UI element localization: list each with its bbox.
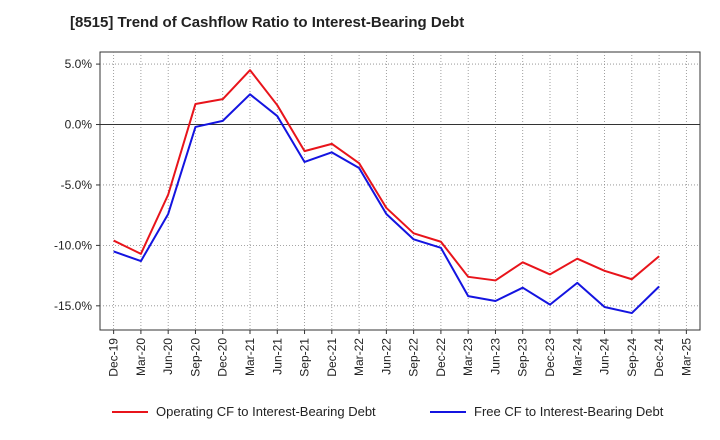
x-tick-label: Mar-24: [570, 338, 584, 376]
x-tick-label: Sep-20: [188, 338, 202, 377]
x-tick-label: Dec-23: [543, 338, 557, 377]
x-tick-label: Mar-22: [352, 338, 366, 376]
x-tick-label: Dec-19: [107, 338, 121, 377]
y-tick-label: -15.0%: [54, 299, 92, 313]
x-tick-label: Dec-22: [434, 338, 448, 377]
y-tick-label: 0.0%: [65, 118, 93, 132]
x-tick-label: Dec-21: [325, 338, 339, 377]
x-tick-label: Mar-23: [461, 338, 475, 376]
legend-item-free-cf: Free CF to Interest-Bearing Debt: [430, 404, 663, 419]
chart-title: [8515] Trend of Cashflow Ratio to Intere…: [70, 14, 465, 31]
series-line-0: [113, 69, 660, 282]
grid-layer: [99, 51, 701, 331]
series-line-1: [113, 93, 660, 315]
x-tick-label: Sep-22: [407, 338, 421, 377]
y-tick-label: -10.0%: [54, 238, 92, 252]
series-layer: [113, 69, 660, 315]
x-tick-label: Mar-25: [679, 338, 693, 376]
legend-label-operating-cf: Operating CF to Interest-Bearing Debt: [156, 404, 376, 419]
x-tick-label: Sep-21: [298, 338, 312, 377]
x-tick-label: Jun-23: [488, 338, 502, 375]
x-tick-label: Sep-24: [625, 338, 639, 377]
legend-label-free-cf: Free CF to Interest-Bearing Debt: [474, 404, 664, 419]
legend-swatch-free-cf: [430, 410, 466, 413]
x-tick-label: Dec-20: [216, 338, 230, 377]
x-tick-label: Jun-24: [598, 338, 612, 375]
x-tick-label: Jun-22: [379, 338, 393, 375]
y-tick-label: 5.0%: [65, 57, 93, 71]
x-tick-label: Sep-23: [516, 338, 530, 377]
x-tick-label: Jun-21: [270, 338, 284, 375]
legend-item-operating-cf: Operating CF to Interest-Bearing Debt: [112, 404, 376, 419]
plot-border: [99, 51, 701, 331]
y-tick-label: -5.0%: [61, 178, 93, 192]
x-tick-label: Dec-24: [652, 338, 666, 377]
x-tick-label: Mar-21: [243, 338, 257, 376]
axis-layer: Dec-19 Mar-20 Jun-20 Sep-20 Dec-20 Mar-21 Jun-…: [54, 57, 693, 377]
x-tick-label: Mar-20: [134, 338, 148, 376]
legend-swatch-operating-cf: [112, 410, 148, 413]
legend: Operating CF to Interest-Bearing Debt Fr…: [0, 404, 720, 428]
x-tick-label: Jun-20: [161, 338, 175, 375]
